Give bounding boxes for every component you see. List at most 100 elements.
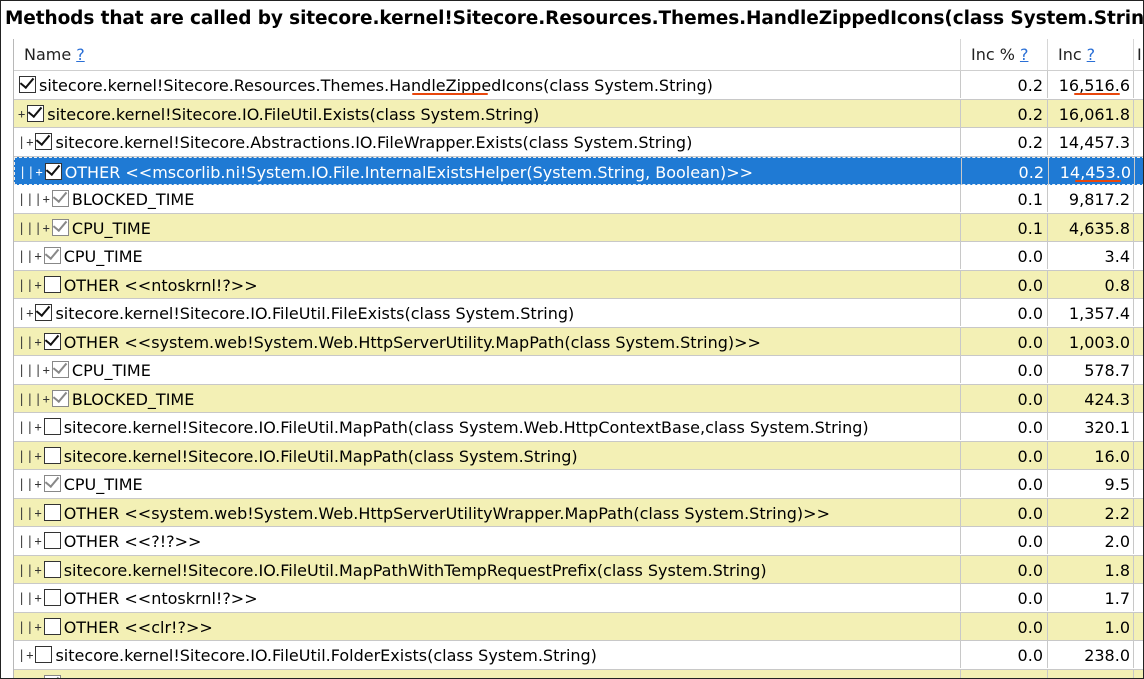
row-checkbox[interactable]	[43, 617, 61, 635]
name-cell[interactable]: sitecore.kernel!Sitecore.Resources.Theme…	[14, 71, 961, 98]
name-cell[interactable]: |||+ BLOCKED_TIME	[14, 384, 961, 412]
column-header-extra[interactable]: I	[1134, 39, 1143, 70]
name-cell[interactable]: ||+ sitecore.kernel!Sitecore.IO.FileUtil.…	[14, 441, 961, 469]
row-checkbox[interactable]	[43, 472, 61, 492]
name-cell[interactable]: ||+ OTHER <<?!?>>	[14, 527, 961, 554]
table-row[interactable]: ||+ OTHER <<system.web!System.Web.HttpSer…	[14, 498, 1143, 527]
checkmark-icon	[44, 330, 59, 346]
row-checkbox[interactable]	[35, 301, 53, 321]
row-checkbox[interactable]	[51, 387, 69, 407]
tree-expander[interactable]: |||+	[18, 391, 51, 406]
tree-expander[interactable]: ||+	[18, 619, 43, 634]
row-checkbox[interactable]	[35, 646, 53, 663]
name-cell[interactable]: ||+ sitecore.kernel!Sitecore.IO.FileUtil.…	[14, 555, 961, 583]
row-checkbox[interactable]	[43, 275, 61, 293]
table-row[interactable]: |+ sitecore.kernel!Sitecore.IO.FileUtil.F…	[14, 299, 1143, 328]
name-cell[interactable]: |||+ BLOCKED_TIME	[14, 185, 961, 212]
column-header-inc[interactable]: Inc?	[1048, 39, 1134, 70]
tree-expander[interactable]: ||+	[19, 164, 44, 179]
tree-expander[interactable]: |||+	[18, 192, 51, 206]
row-checkbox[interactable]	[51, 358, 69, 378]
name-cell[interactable]: ||+ OTHER <<ntoskrnl!?>>	[14, 584, 961, 611]
name-cell[interactable]: + sitecore.kernel!Sitecore.IO.FileUtil.Ex…	[14, 99, 961, 127]
table-row[interactable]: + sitecore.kernel!Sitecore.IO.FileUtil.Ex…	[14, 99, 1143, 128]
table-row[interactable]: sitecore.kernel!Sitecore.Resources.Theme…	[14, 71, 1143, 100]
method-name: sitecore.kernel!Sitecore.IO.FileUtil.Map…	[63, 446, 578, 466]
table-row[interactable]: ||+ OTHER <<system.web!System.Web.HttpSer…	[14, 327, 1143, 356]
table-row[interactable]: |+ sitecore.kernel!Sitecore.IO.FileUtil.F…	[14, 641, 1143, 670]
tree-expander[interactable]: ||+	[18, 277, 43, 292]
row-checkbox[interactable]	[19, 73, 36, 93]
table-row[interactable]: ||+ sitecore.kernel!Sitecore.IO.FileUtil.…	[14, 555, 1143, 584]
inc-percent-cell: 0.0	[961, 470, 1048, 497]
tree-expander[interactable]: |+	[18, 648, 35, 662]
table-row[interactable]: ||+ OTHER <<ntoskrnl!?>> 0.0 1.7	[14, 584, 1143, 613]
name-cell[interactable]: ||+ OTHER <<mscorlib.ni!System.IO.File.In…	[15, 157, 962, 185]
tree-expander[interactable]: ||+	[18, 477, 43, 491]
name-cell[interactable]: |+ sitecore.kernel!Sitecore.IO.FileUtil.F…	[14, 299, 961, 326]
table-row[interactable]: ||+ CPU_TIME 0.0 3.4	[14, 242, 1143, 271]
tree-expander[interactable]: +	[18, 106, 27, 121]
table-row[interactable]: ||+ CPU_TIME 0.0 9.5	[14, 470, 1143, 499]
name-cell[interactable]: ||+ OTHER <<system.web!System.Web.HttpSer…	[14, 327, 961, 355]
row-checkbox[interactable]	[43, 672, 61, 678]
row-checkbox[interactable]	[51, 187, 69, 207]
table-row[interactable]: ||+ OTHER <<ntoskrnl!?>> 0.0 0.8	[14, 270, 1143, 299]
row-checkbox[interactable]	[43, 532, 61, 549]
table-row[interactable]: ||+ OTHER <<mscorlib.ni!System.IO.File.In…	[14, 156, 1143, 185]
table-row[interactable]: |||+ CPU_TIME 0.0 578.7	[14, 356, 1143, 385]
name-cell[interactable]: |||+ CPU_TIME	[14, 213, 961, 241]
tree-expander[interactable]: |||+	[18, 363, 51, 377]
name-cell[interactable]: ||+ CPU_TIME	[14, 470, 961, 497]
row-checkbox[interactable]	[43, 330, 61, 350]
tree-expander[interactable]: ||+	[18, 249, 43, 263]
row-checkbox[interactable]	[44, 160, 62, 180]
name-cell[interactable]: |+ sitecore.kernel!Sitecore.Abstractions.…	[14, 128, 961, 155]
name-cell[interactable]: |||+ CPU_TIME	[14, 356, 961, 383]
column-header-name[interactable]: Name?	[14, 39, 961, 70]
name-cell[interactable]: ||+ OTHER <<system.web!System.Web.HttpSer…	[14, 498, 961, 526]
name-cell[interactable]: ||+ CPU_TIME	[14, 242, 961, 269]
table-row[interactable]: ||+ sitecore.kernel!Sitecore.IO.FileUtil.…	[14, 413, 1143, 442]
table-row[interactable]: |+ sitecore.kernel!Sitecore.Abstractions.…	[14, 128, 1143, 157]
row-checkbox[interactable]	[51, 216, 69, 236]
help-link-inc-pct[interactable]: ?	[1019, 45, 1029, 64]
name-cell[interactable]: ||+ sitecore.kernel!Sitecore.IO.FileUtil.…	[14, 413, 961, 440]
row-checkbox[interactable]	[35, 130, 53, 150]
checkmark-icon	[52, 187, 68, 204]
row-checkbox[interactable]	[43, 446, 61, 464]
table-row[interactable]: ||+ sitecore.kernel!Sitecore.IO.FileUtil.…	[14, 441, 1143, 470]
name-cell[interactable]: ||+ OTHER <<clr!?>>	[14, 612, 961, 640]
table-row[interactable]: ||+ OTHER <<clr!?>> 0.0 1.0	[14, 612, 1143, 641]
name-cell[interactable]: ||+ CPU_TIME	[14, 669, 961, 679]
table-row[interactable]: ||+ CPU_TIME 0.0	[14, 669, 1143, 679]
tree-expander[interactable]: ||+	[18, 420, 43, 434]
tree-expander[interactable]: ||+	[18, 534, 43, 548]
row-checkbox[interactable]	[43, 589, 61, 606]
tree-expander[interactable]: ||+	[18, 505, 43, 520]
row-checkbox[interactable]	[43, 244, 61, 264]
column-header-inc-pct[interactable]: Inc %?	[961, 39, 1048, 70]
table-row[interactable]: |||+ CPU_TIME 0.1 4,635.8	[14, 213, 1143, 242]
tree-expander[interactable]: ||+	[18, 591, 43, 605]
call-tree-grid[interactable]: Name? Inc %? Inc? I sitecore.kernel!Site…	[13, 39, 1143, 679]
table-row[interactable]: |||+ BLOCKED_TIME 0.0 424.3	[14, 384, 1143, 413]
row-checkbox[interactable]	[43, 560, 61, 578]
tree-expander[interactable]: |+	[18, 135, 35, 149]
row-checkbox[interactable]	[43, 418, 61, 435]
help-link-name[interactable]: ?	[76, 45, 85, 64]
table-row[interactable]: ||+ OTHER <<?!?>> 0.0 2.0	[14, 527, 1143, 556]
tree-expander[interactable]: ||+	[18, 562, 43, 577]
help-link-inc[interactable]: ?	[1086, 45, 1096, 64]
tree-expander[interactable]: ||+	[18, 334, 43, 349]
name-cell[interactable]: ||+ OTHER <<ntoskrnl!?>>	[14, 270, 961, 298]
tree-expander[interactable]: ||+	[18, 448, 43, 463]
inc-cell: 1,003.0	[1048, 327, 1134, 355]
name-cell[interactable]: |+ sitecore.kernel!Sitecore.IO.FileUtil.F…	[14, 641, 961, 668]
tree-expander[interactable]: |||+	[18, 220, 51, 235]
row-checkbox[interactable]	[43, 503, 61, 521]
row-checkbox[interactable]	[27, 102, 45, 122]
table-row[interactable]: |||+ BLOCKED_TIME 0.1 9,817.2	[14, 185, 1143, 214]
tree-expander[interactable]: |+	[18, 306, 35, 320]
tree-expander[interactable]: ||+	[18, 677, 43, 679]
